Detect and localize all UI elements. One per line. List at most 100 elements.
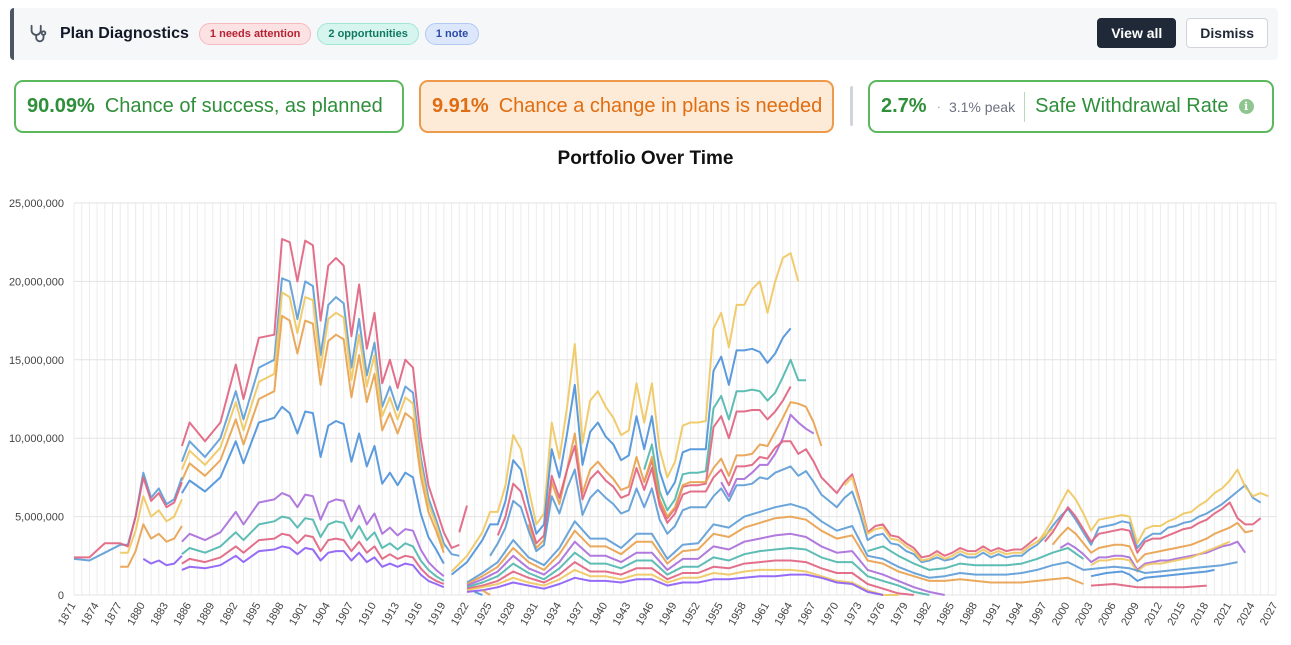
- safe-withdrawal-card: 2.7% · 3.1% peak Safe Withdrawal Rate i: [868, 80, 1274, 133]
- series-line: [181, 532, 445, 585]
- x-tick-label: 1997: [1027, 601, 1050, 628]
- series-line: [181, 492, 445, 577]
- x-tick-label: 1874: [79, 601, 102, 628]
- stat-separator: [850, 86, 853, 126]
- portfolio-chart: 0 5,000,000 10,000,000 15,000,000 20,000,000…: [9, 198, 1281, 628]
- x-tick-label: 1877: [102, 601, 125, 628]
- series-line: [181, 545, 445, 589]
- x-tick-label: 2015: [1166, 601, 1189, 628]
- series-line: [466, 568, 899, 596]
- series-line: [1059, 540, 1247, 571]
- y-tick-label: 10,000,000: [9, 433, 64, 445]
- series-line: [1051, 521, 1254, 564]
- x-tick-label: 1976: [865, 601, 888, 628]
- x-tick-label: 1979: [888, 601, 911, 628]
- x-tick-label: 1913: [380, 601, 403, 628]
- series-line: [466, 532, 945, 596]
- series-line: [496, 440, 1038, 559]
- series-line: [527, 401, 823, 549]
- x-tick-label: 2012: [1142, 601, 1165, 628]
- x-tick-label: 1937: [565, 601, 588, 628]
- x-tick-label: 1883: [148, 601, 171, 628]
- note-badge[interactable]: 1 note: [424, 23, 480, 45]
- series-line: [1090, 540, 1231, 573]
- series-line: [489, 465, 1262, 564]
- series-line: [1091, 583, 1207, 589]
- x-tick-label: 1886: [172, 601, 195, 628]
- opportunities-badge[interactable]: 2 opportunities: [317, 23, 419, 45]
- x-tick-label: 1955: [703, 601, 726, 628]
- x-tick-label: 1964: [773, 601, 796, 628]
- y-tick-label: 0: [58, 590, 64, 602]
- x-tick-label: 1940: [588, 601, 611, 628]
- swr-dot: ·: [936, 99, 941, 114]
- stethoscope-icon: [26, 22, 50, 46]
- swr-divider: [1024, 91, 1026, 122]
- x-tick-label: 1991: [981, 601, 1004, 628]
- view-all-button[interactable]: View all: [1097, 18, 1177, 48]
- series-line: [474, 590, 483, 596]
- swr-label: Safe Withdrawal Rate: [1035, 95, 1229, 117]
- series-line: [458, 505, 468, 533]
- series-line: [466, 559, 915, 596]
- series-line: [1090, 568, 1215, 582]
- success-chance-card: 90.09% Chance of success, as planned: [14, 80, 404, 133]
- y-tick-label: 5,000,000: [15, 512, 64, 524]
- x-tick-label: 1985: [934, 601, 957, 628]
- series-line: [180, 314, 445, 554]
- x-tick-label: 1892: [218, 601, 241, 628]
- x-tick-label: 1982: [911, 601, 934, 628]
- x-tick-label: 1958: [726, 601, 749, 628]
- series-line: [142, 555, 183, 567]
- series-line: [466, 515, 1084, 585]
- series-line: [180, 291, 445, 549]
- x-tick-label: 2027: [1258, 601, 1281, 628]
- swr-value: 2.7%: [881, 95, 927, 117]
- info-icon[interactable]: i: [1238, 99, 1254, 114]
- diagnostics-title: Plan Diagnostics: [60, 25, 189, 42]
- x-tick-label: 1925: [472, 601, 495, 628]
- x-tick-label: 1961: [749, 601, 772, 628]
- x-tick-label: 1946: [634, 601, 657, 628]
- series-line: [466, 503, 1238, 584]
- x-tick-label: 1928: [495, 601, 518, 628]
- x-tick-label: 1970: [819, 601, 842, 628]
- diagnostics-actions: View all Dismiss: [1097, 18, 1268, 48]
- series-line: [120, 523, 183, 568]
- x-tick-label: 2024: [1235, 601, 1258, 628]
- series-line: [74, 476, 183, 559]
- series-line: [466, 547, 930, 596]
- x-tick-label: 1916: [403, 601, 426, 628]
- series-line: [1036, 468, 1269, 545]
- series-line: [481, 589, 491, 596]
- series-line: [450, 327, 792, 576]
- x-tick-label: 2000: [1050, 601, 1073, 628]
- x-tick-label: 1952: [680, 601, 703, 628]
- x-tick-label: 1988: [957, 601, 980, 628]
- x-tick-label: 2018: [1189, 601, 1212, 628]
- x-tick-label: 1922: [449, 601, 472, 628]
- x-tick-label: 1901: [287, 601, 310, 628]
- x-tick-label: 2009: [1119, 601, 1142, 628]
- x-tick-label: 1934: [541, 601, 564, 628]
- series-line: [843, 476, 1054, 562]
- series-line: [720, 413, 815, 498]
- plan-diagnostics-bar: Plan Diagnostics 1 needs attention 2 opp…: [10, 8, 1278, 60]
- x-tick-label: 1910: [356, 601, 379, 628]
- series-line: [643, 358, 806, 512]
- needs-attention-badge[interactable]: 1 needs attention: [198, 23, 312, 45]
- dismiss-button[interactable]: Dismiss: [1186, 18, 1268, 48]
- y-tick-label: 25,000,000: [9, 198, 64, 210]
- x-tick-label: 1904: [310, 601, 333, 628]
- x-tick-label: 1880: [125, 601, 148, 628]
- x-tick-label: 1967: [796, 601, 819, 628]
- x-tick-label: 2003: [1073, 601, 1096, 628]
- success-chance-label: Chance of success, as planned: [104, 95, 383, 117]
- y-tick-label: 20,000,000: [9, 276, 64, 288]
- series-line: [643, 386, 792, 520]
- chart-title: Portfolio Over Time: [557, 148, 734, 169]
- series-line: [181, 515, 445, 582]
- change-needed-value: 9.91%: [432, 95, 489, 117]
- change-needed-card: 9.91% Chance a change in plans is needed: [419, 80, 834, 133]
- series-line: [180, 277, 460, 557]
